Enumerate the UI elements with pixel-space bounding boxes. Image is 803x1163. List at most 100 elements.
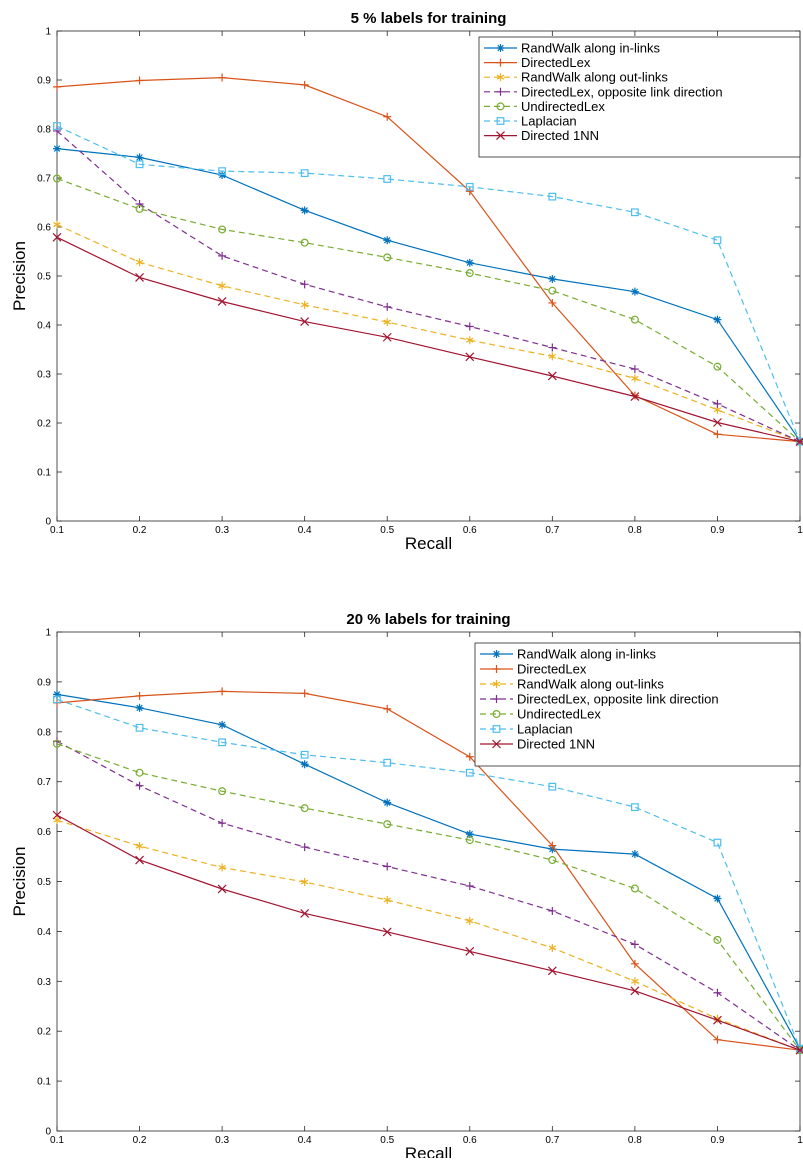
y-tick-label: 0.3	[37, 370, 51, 381]
legend-label: DirectedLex	[517, 662, 587, 677]
data-point	[465, 269, 474, 278]
data-point	[218, 787, 227, 796]
legend-entry: Laplacian	[480, 722, 573, 737]
data-point	[52, 232, 62, 242]
data-point	[383, 175, 392, 183]
legend-label: Laplacian	[521, 114, 577, 129]
legend-entry: RandWalk along in-links	[480, 647, 656, 662]
legend-entry: RandWalk along out-links	[484, 70, 668, 85]
legend-box	[478, 36, 801, 158]
data-point	[383, 862, 392, 871]
x-tick-label: 0.7	[545, 1135, 559, 1146]
data-point	[630, 315, 639, 324]
series-line	[56, 690, 801, 1051]
x-tick-label: 0.4	[298, 525, 312, 536]
legend-entry: UndirectedLex	[480, 707, 601, 722]
series-line	[56, 125, 801, 442]
legend-entry: DirectedLex, opposite link direction	[484, 84, 723, 99]
data-point	[630, 803, 639, 812]
data-point	[548, 298, 557, 307]
data-point	[217, 884, 227, 894]
data-point	[135, 273, 144, 282]
series-3	[53, 816, 803, 1055]
data-point	[300, 280, 309, 289]
data-point	[383, 798, 392, 807]
legend-label: RandWalk along in-links	[517, 647, 656, 662]
legend-label: Directed 1NN	[517, 737, 595, 752]
data-point	[631, 977, 639, 986]
y-tick-label: 0	[45, 1127, 51, 1138]
chart-title: 5 % labels for training	[351, 10, 507, 27]
data-point	[135, 842, 144, 851]
data-point	[218, 73, 227, 82]
legend-marker	[492, 665, 501, 673]
data-point	[547, 371, 557, 381]
data-point	[382, 332, 392, 342]
data-point	[713, 1035, 722, 1044]
y-tick-label: 0.5	[37, 877, 51, 888]
legend-entry: DirectedLex	[480, 662, 587, 677]
legend-marker	[496, 102, 505, 111]
data-point	[713, 988, 722, 997]
x-tick-label: 0.5	[380, 1135, 394, 1146]
x-tick-label: 0.9	[710, 525, 724, 536]
series-7	[52, 232, 803, 447]
data-point	[53, 144, 61, 153]
series-2	[53, 73, 803, 446]
legend-marker	[496, 44, 505, 52]
legend: RandWalk along in-linksDirectedLexRandWa…	[474, 642, 801, 767]
x-axis-label: Recall	[405, 1144, 452, 1158]
x-tick-label: 0.6	[463, 525, 477, 536]
legend-entry: Directed 1NN	[484, 128, 599, 143]
y-tick-label: 1	[45, 27, 51, 38]
series-line	[56, 224, 801, 443]
x-tick-label: 0.7	[545, 525, 559, 536]
series-line	[56, 76, 801, 443]
series-line	[56, 743, 801, 1051]
data-point	[713, 430, 722, 439]
data-point	[630, 986, 640, 996]
data-point	[52, 810, 62, 820]
data-point	[135, 76, 144, 85]
legend-entry: UndirectedLex	[484, 99, 605, 114]
legend-marker	[492, 739, 501, 749]
x-tick-label: 1	[797, 525, 803, 536]
series-line	[56, 177, 801, 443]
series-5	[52, 739, 803, 1055]
data-point	[548, 782, 557, 791]
data-point	[53, 690, 61, 699]
data-point	[135, 199, 144, 208]
legend-label: RandWalk along out-links	[517, 677, 664, 692]
legend-marker	[492, 650, 501, 658]
legend-marker	[492, 709, 501, 718]
legend-entry: RandWalk along out-links	[480, 677, 664, 692]
data-point	[53, 122, 61, 130]
chart-title: 20 % labels for training	[346, 611, 510, 628]
data-point	[548, 352, 557, 361]
data-point	[300, 909, 310, 918]
y-tick-label: 0.7	[37, 777, 51, 788]
data-point	[218, 251, 227, 260]
x-tick-label: 0.2	[133, 525, 147, 536]
data-point	[135, 855, 144, 865]
data-point	[465, 768, 474, 777]
legend-entry: DirectedLex, opposite link direction	[480, 692, 719, 707]
data-point	[548, 943, 557, 952]
y-tick-label: 1	[45, 628, 51, 639]
series-4	[53, 737, 803, 1055]
data-point	[465, 182, 474, 191]
data-point	[300, 300, 309, 309]
data-point	[52, 174, 61, 183]
legend-marker	[492, 695, 501, 703]
y-tick-label: 0	[45, 517, 51, 528]
data-point	[135, 781, 144, 790]
data-point	[466, 336, 474, 345]
legend-entry: DirectedLex	[484, 55, 591, 70]
data-point	[383, 820, 392, 829]
data-point	[547, 966, 557, 976]
legend-marker	[496, 131, 505, 141]
data-point	[53, 816, 61, 825]
data-point	[631, 374, 639, 383]
legend-marker	[496, 87, 505, 96]
data-point	[383, 704, 392, 713]
